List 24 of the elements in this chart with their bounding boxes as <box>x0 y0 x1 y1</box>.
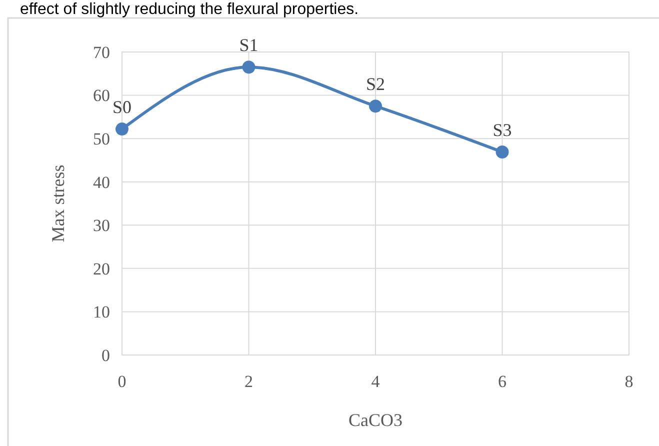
point <box>116 122 128 136</box>
annotation: S3 <box>492 120 512 140</box>
y-axis-title: Max stress <box>48 164 68 242</box>
y-tick-label: 40 <box>93 172 110 192</box>
annotation: S0 <box>112 97 132 118</box>
point <box>369 100 382 113</box>
x-tick-label: 4 <box>371 372 380 391</box>
x-tick-label: 6 <box>498 372 506 391</box>
point <box>496 145 509 158</box>
y-tick-label: 60 <box>93 86 110 106</box>
annotation: S1 <box>239 35 258 56</box>
y-tick-label: 50 <box>93 130 110 149</box>
x-axis-title: CaCO3 <box>348 410 402 430</box>
annotation: S2 <box>366 74 386 94</box>
y-tick-label: 10 <box>93 302 110 322</box>
x-tick-label: 8 <box>624 372 634 391</box>
x-tick-label: 0 <box>118 372 126 391</box>
y-tick-label: 20 <box>93 259 110 278</box>
y-tick-label: 70 <box>93 42 110 62</box>
text: effect of slightly reducing the flexural properties. <box>20 1 359 18</box>
point <box>242 60 256 74</box>
y-tick-label: 30 <box>93 216 110 236</box>
y-tick-label: 0 <box>102 346 110 365</box>
x-tick-label: 2 <box>244 372 253 391</box>
